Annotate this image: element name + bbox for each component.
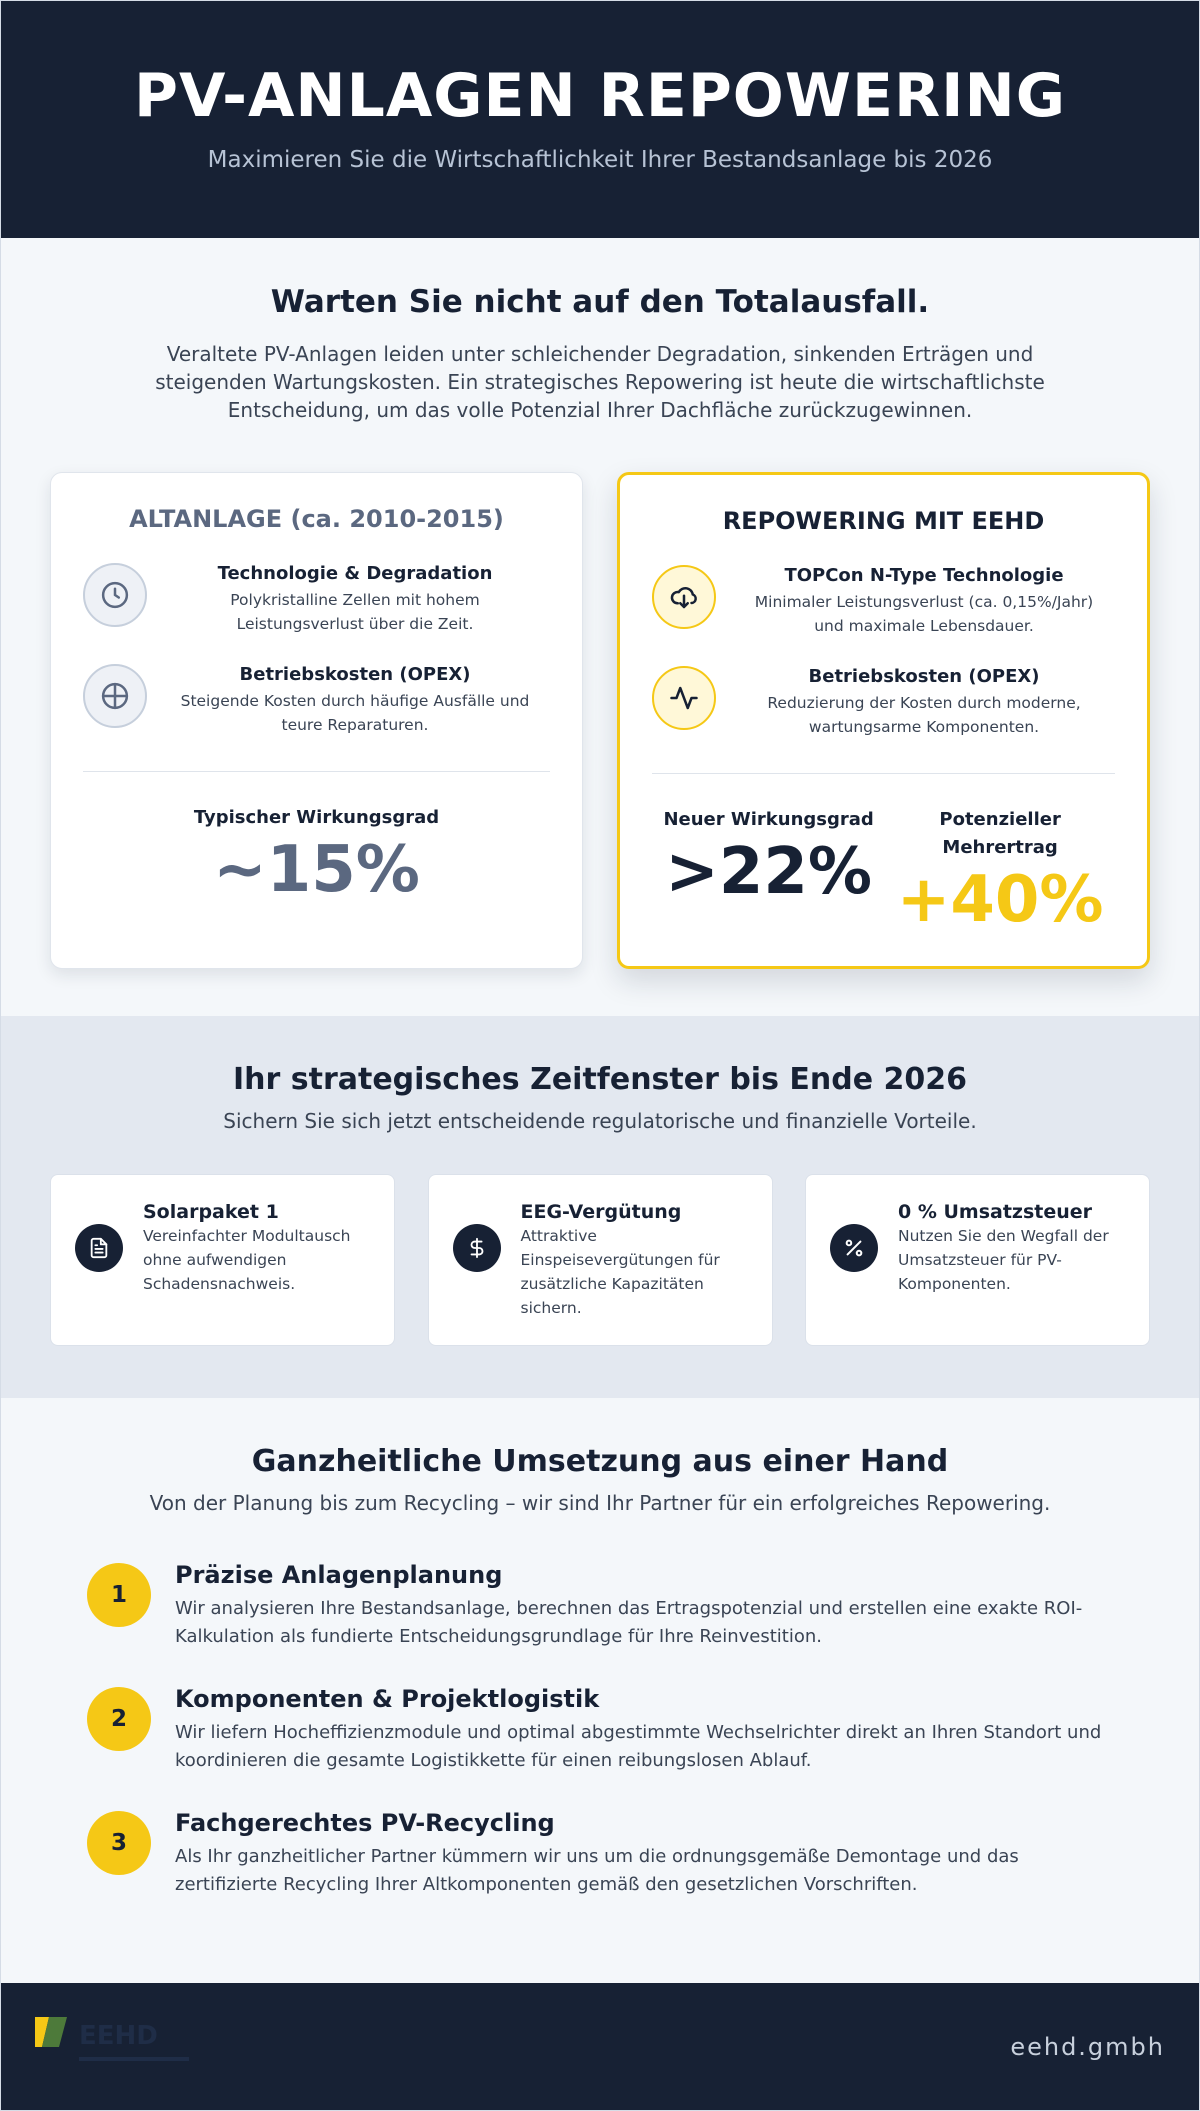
document-icon <box>75 1224 123 1272</box>
feature-title: Technologie & Degradation <box>217 563 493 584</box>
benefit-title: Solarpaket 1 <box>143 1201 279 1223</box>
old-stats: Typischer Wirkungsgrad ~15% <box>83 804 550 908</box>
card-divider <box>83 771 550 772</box>
step-description: Als Ihr ganzheitlicher Partner kümmern w… <box>175 1846 1019 1895</box>
feature-title: Betriebskosten (OPEX) <box>808 666 1040 687</box>
benefit-description: Vereinfachter Modultausch ohne aufwendig… <box>143 1227 351 1293</box>
benefit-title: EEG-Vergütung <box>520 1201 682 1223</box>
intro-section: Warten Sie nicht auf den Totalausfall. V… <box>1 238 1199 1016</box>
benefit-card: Solarpaket 1 Vereinfachter Modultausch o… <box>50 1174 395 1346</box>
step-description: Wir liefern Hocheffizienzmodule und opti… <box>175 1722 1102 1771</box>
implementation-title: Ganzheitliche Umsetzung aus einer Hand <box>251 1444 949 1479</box>
feature-description: Steigende Kosten durch häufige Ausfälle … <box>180 692 530 734</box>
benefit-card: 0 % Umsatzsteuer Nutzen Sie den Wegfall … <box>805 1174 1150 1346</box>
step-title: Fachgerechtes PV-Recycling <box>175 1809 555 1837</box>
stat-value: ~15% <box>213 833 420 907</box>
benefit-description: Attraktive Einspeisevergütungen für zusä… <box>520 1227 720 1317</box>
step-number: 2 <box>87 1687 151 1751</box>
footer-bar: EEHD eehd.gmbh <box>1 1983 1199 2110</box>
feature-description: Polykristalline Zellen mit hohem Leistun… <box>230 591 480 633</box>
new-stats: Neuer Wirkungsgrad >22% Potenzieller Meh… <box>652 806 1115 938</box>
step-title: Komponenten & Projektlogistik <box>175 1685 600 1713</box>
benefit-description: Nutzen Sie den Wegfall der Umsatzsteuer … <box>898 1227 1109 1293</box>
dollar-icon <box>452 1224 501 1272</box>
logo-text: EEHD <box>79 2021 158 2051</box>
step-item: 1 Präzise Anlagenplanung Wir analysieren… <box>87 1561 1199 1685</box>
cloud-download-icon <box>652 565 716 629</box>
old-card-title: ALTANLAGE (ca. 2010-2015) <box>129 505 504 533</box>
company-logo: EEHD <box>35 2016 205 2077</box>
step-number: 3 <box>87 1811 151 1875</box>
benefit-title: 0 % Umsatzsteuer <box>898 1201 1093 1223</box>
feature-item: TOPCon N-Type Technologie Minimaler Leis… <box>652 565 1115 638</box>
stat-value-highlight: +40% <box>896 863 1104 937</box>
percent-icon <box>830 1224 878 1272</box>
stat-label: Mehrertrag <box>942 837 1058 858</box>
feature-title: Betriebskosten (OPEX) <box>239 664 471 685</box>
benefit-card: EEG-Vergütung Attraktive Einspeisevergüt… <box>427 1174 773 1346</box>
comparison-cards: ALTANLAGE (ca. 2010-2015) Technologie & … <box>1 472 1199 969</box>
crosshair-icon <box>83 664 147 728</box>
steps-list: 1 Präzise Anlagenplanung Wir analysieren… <box>1 1561 1199 1933</box>
step-title: Präzise Anlagenplanung <box>175 1561 503 1589</box>
timeframe-title: Ihr strategisches Zeitfenster bis Ende 2… <box>232 1062 968 1097</box>
page-subtitle: Maximieren Sie die Wirtschaftlichkeit Ih… <box>207 147 993 173</box>
clock-icon <box>83 563 147 627</box>
feature-title: TOPCon N-Type Technologie <box>784 565 1064 586</box>
feature-description: Minimaler Leistungsverlust (ca. 0,15%/Ja… <box>754 593 1094 635</box>
step-item: 2 Komponenten & Projektlogistik Wir lief… <box>87 1685 1199 1809</box>
feature-item: Betriebskosten (OPEX) Steigende Kosten d… <box>83 664 550 737</box>
step-description: Wir analysieren Ihre Bestandsanlage, ber… <box>175 1598 1083 1647</box>
new-card-title: REPOWERING MIT EEHD <box>722 507 1045 535</box>
step-item: 3 Fachgerechtes PV-Recycling Als Ihr gan… <box>87 1809 1199 1933</box>
timeframe-subtitle: Sichern Sie sich jetzt entscheidende reg… <box>223 1109 977 1133</box>
stat-value: >22% <box>665 835 873 909</box>
implementation-section: Ganzheitliche Umsetzung aus einer Hand V… <box>1 1398 1199 1984</box>
benefit-cards: Solarpaket 1 Vereinfachter Modultausch o… <box>1 1174 1199 1346</box>
feature-item: Technologie & Degradation Polykristallin… <box>83 563 550 636</box>
stat-label: Neuer Wirkungsgrad <box>663 809 874 830</box>
timeframe-section: Ihr strategisches Zeitfenster bis Ende 2… <box>1 1016 1199 1398</box>
stat-label: Typischer Wirkungsgrad <box>193 807 440 828</box>
repowering-card: REPOWERING MIT EEHD TOPCon N-Type Techno… <box>617 472 1150 969</box>
stat-label: Potenzieller <box>939 809 1061 830</box>
intro-text: Veraltete PV-Anlagen leiden unter schlei… <box>155 342 1045 422</box>
activity-icon <box>652 666 716 730</box>
step-number: 1 <box>87 1563 151 1627</box>
feature-item: Betriebskosten (OPEX) Reduzierung der Ko… <box>652 666 1115 739</box>
page-title: PV-ANLAGEN REPOWERING <box>134 61 1066 131</box>
header-banner: PV-ANLAGEN REPOWERING Maximieren Sie die… <box>1 1 1199 238</box>
old-system-card: ALTANLAGE (ca. 2010-2015) Technologie & … <box>50 472 583 969</box>
implementation-subtitle: Von der Planung bis zum Recycling – wir … <box>149 1491 1051 1515</box>
card-divider <box>652 773 1115 774</box>
footer-brand[interactable]: eehd.gmbh <box>1010 2032 1165 2061</box>
intro-title: Warten Sie nicht auf den Totalausfall. <box>270 284 930 320</box>
feature-description: Reduzierung der Kosten durch moderne, wa… <box>767 694 1081 736</box>
